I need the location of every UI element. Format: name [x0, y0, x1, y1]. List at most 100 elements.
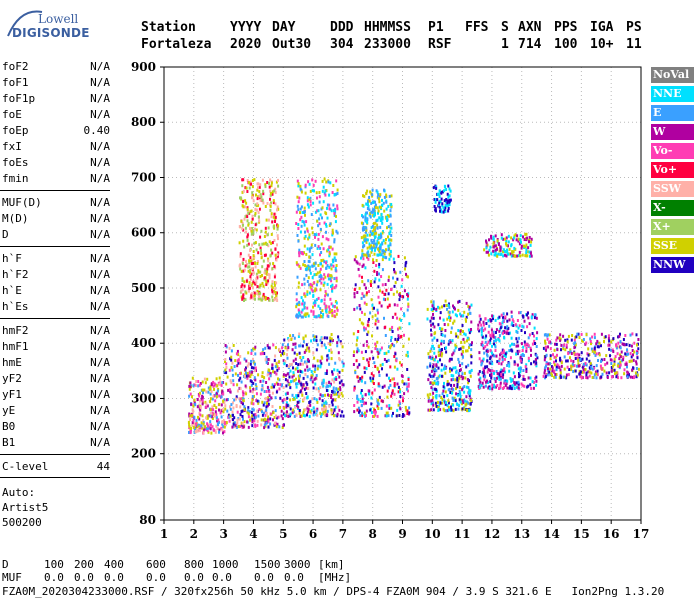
echo-point: [272, 418, 274, 422]
echo-point: [454, 332, 457, 336]
echo-point: [202, 422, 205, 426]
echo-point: [494, 339, 497, 342]
echo-point: [384, 334, 387, 337]
echo-point: [504, 315, 507, 319]
echo-point: [624, 352, 627, 356]
echo-point: [496, 239, 499, 243]
echo-point: [430, 328, 432, 332]
echo-point: [271, 290, 274, 294]
echo-point: [381, 258, 384, 262]
echo-point: [581, 370, 584, 374]
echo-point: [613, 359, 616, 363]
echo-point: [232, 406, 235, 410]
echo-point: [245, 230, 248, 234]
echo-point: [300, 296, 303, 300]
echo-point: [364, 266, 367, 270]
echo-point: [222, 399, 225, 403]
echo-point: [263, 271, 266, 275]
echo-point: [230, 355, 233, 359]
echo-point: [404, 405, 407, 409]
echo-point: [230, 358, 233, 362]
echo-point: [295, 305, 298, 309]
echo-point: [630, 344, 633, 348]
echo-point: [255, 272, 258, 276]
echo-point: [567, 351, 570, 355]
echo-point: [361, 375, 364, 379]
echo-point: [372, 356, 375, 360]
echo-point: [391, 330, 394, 333]
echo-point: [607, 334, 610, 338]
echo-point: [520, 357, 523, 361]
echo-point: [513, 254, 516, 258]
echo-point: [303, 360, 306, 364]
echo-point: [377, 398, 380, 402]
echo-point: [401, 295, 404, 298]
echo-point: [430, 408, 433, 412]
echo-point: [508, 369, 511, 373]
echo-point: [238, 417, 241, 421]
echo-point: [610, 362, 613, 365]
echo-point: [448, 310, 451, 314]
echo-point: [310, 309, 313, 313]
echo-point: [267, 368, 270, 372]
echo-point: [367, 360, 370, 364]
echo-point: [615, 375, 618, 379]
echo-point: [518, 372, 520, 375]
echo-point: [241, 277, 244, 281]
echo-point: [491, 344, 493, 348]
echo-point: [428, 373, 431, 377]
echo-point: [362, 322, 365, 326]
echo-point: [371, 315, 374, 319]
echo-point: [274, 365, 277, 369]
echo-point: [199, 399, 201, 403]
echo-point: [452, 321, 455, 325]
echo-point: [366, 251, 369, 255]
echo-point: [268, 372, 271, 375]
echo-point: [307, 205, 310, 209]
echo-point: [499, 326, 502, 330]
echo-point: [406, 368, 409, 371]
footer-distance-value: [km]: [318, 558, 345, 571]
echo-point: [198, 394, 201, 398]
echo-point: [361, 414, 364, 418]
echo-point: [467, 337, 470, 341]
echo-point: [491, 351, 493, 355]
echo-point: [432, 374, 435, 378]
echo-point: [374, 235, 377, 239]
echo-point: [400, 318, 403, 322]
echo-point: [571, 334, 574, 337]
echo-point: [191, 395, 193, 399]
echo-point: [334, 405, 337, 409]
echo-point: [310, 287, 313, 291]
echo-point: [405, 387, 408, 391]
echo-point: [437, 323, 440, 327]
echo-point: [274, 383, 276, 387]
echo-point: [465, 395, 468, 399]
echo-point: [498, 339, 501, 343]
echo-point: [454, 313, 457, 317]
echo-point: [265, 408, 268, 412]
echo-point: [448, 305, 451, 309]
echo-point: [265, 412, 268, 415]
echo-point: [257, 215, 260, 219]
echo-point: [381, 242, 384, 246]
echo-point: [468, 391, 470, 394]
echo-point: [293, 351, 296, 355]
echo-point: [239, 397, 242, 401]
echo-point: [589, 361, 592, 365]
echo-point: [319, 227, 322, 231]
echo-point: [446, 317, 449, 321]
echo-point: [257, 373, 260, 377]
echo-point: [274, 273, 277, 277]
echo-point: [489, 341, 491, 345]
echo-point: [629, 333, 632, 337]
echo-point: [372, 201, 375, 205]
echo-point: [462, 337, 465, 341]
echo-point: [526, 313, 528, 317]
echo-point: [560, 375, 562, 379]
echo-point: [397, 385, 400, 389]
echo-point: [456, 314, 458, 318]
echo-point: [336, 231, 339, 235]
echo-point: [275, 294, 278, 298]
echo-point: [250, 348, 253, 352]
